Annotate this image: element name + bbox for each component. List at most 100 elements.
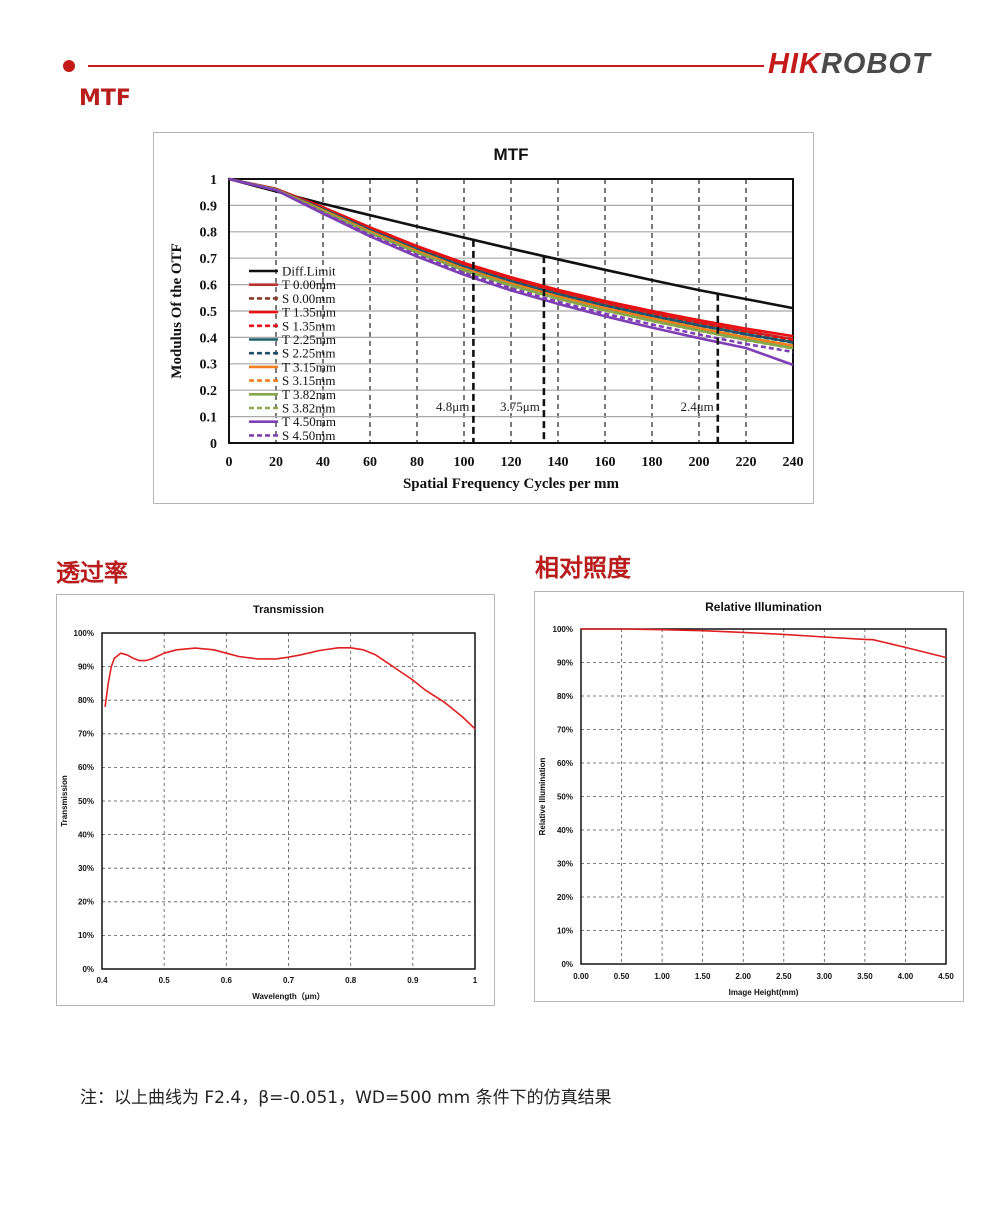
y-tick-label: 30%: [557, 859, 573, 868]
brand-logo: HIKROBOT: [768, 48, 931, 81]
y-tick-label: 20%: [557, 893, 573, 902]
x-tick-label: 160: [595, 455, 616, 470]
y-tick-label: 70%: [557, 725, 573, 734]
y-tick-label: 80%: [557, 692, 573, 701]
y-tick-label: 100%: [553, 625, 573, 634]
y-tick-label: 60%: [78, 763, 94, 772]
y-tick-label: 0.5: [200, 305, 218, 320]
legend-label: T 0.00mm: [282, 277, 336, 292]
section-title-mtf: MTF: [79, 86, 131, 111]
y-tick-label: 0.3: [200, 358, 218, 373]
x-tick-label: 180: [642, 455, 663, 470]
illumination-chart-svg: Relative Illumination 0.00 0.50 1.00 1.50 2.0…: [538, 600, 954, 997]
y-tick-label: 70%: [78, 730, 94, 739]
y-tick-label: 0%: [561, 960, 573, 969]
series-line-0: [104, 647, 476, 730]
section-title-illumination: 相对照度: [535, 554, 631, 582]
y-tick-label: 50%: [78, 797, 94, 806]
x-tick-label: 240: [783, 455, 804, 470]
x-tick-label: 4.50: [938, 972, 954, 981]
x-tick-label: 2.00: [735, 972, 751, 981]
y-tick-label: 0: [210, 437, 217, 452]
y-tick-label: 0.2: [200, 384, 218, 399]
x-tick-label: 100: [454, 455, 475, 470]
x-tick-label: 0.6: [221, 976, 233, 985]
legend-label: T 4.50mm: [282, 414, 336, 429]
x-tick-label: 1.50: [695, 972, 711, 981]
y-axis-label: Modulus Of the OTF: [169, 243, 185, 378]
legend-label: S 3.15mm: [282, 373, 335, 388]
y-tick-label: 10%: [557, 926, 573, 935]
x-tick-label: 0.00: [573, 972, 589, 981]
chart-title: Relative Illumination: [705, 600, 822, 614]
chart-title: Transmission: [253, 604, 324, 616]
y-tick-label: 90%: [557, 658, 573, 667]
x-tick-label: 1: [473, 976, 478, 985]
x-tick-label: 0.4: [96, 976, 108, 985]
y-tick-label: 0.4: [200, 331, 218, 346]
x-tick-label: 3.50: [857, 972, 873, 981]
y-tick-label: 0.1: [200, 411, 218, 426]
header-dot: [63, 60, 75, 72]
y-tick-label: 30%: [78, 864, 94, 873]
simulation-note: 注：以上曲线为 F2.4，β=-0.051，WD=500 mm 条件下的仿真结果: [80, 1088, 612, 1108]
legend-label: S 1.35mm: [282, 318, 335, 333]
y-axis-label: Relative Illumination: [538, 757, 547, 835]
y-tick-label: 50%: [557, 792, 573, 801]
x-tick-label: 0.50: [614, 972, 630, 981]
frequency-marker-label: 2.4μm: [680, 399, 713, 414]
illumination-chart: Relative Illumination 0.00 0.50 1.00 1.50 2.0…: [534, 591, 964, 1002]
logo-robot-text: ROBOT: [820, 48, 931, 80]
transmission-chart: Transmission 0.4 0.5 0.6 0.7 0.8 0.9 1 0% 10% 20% 3…: [56, 594, 495, 1006]
y-tick-label: 0.6: [200, 279, 218, 294]
x-axis-label: Wavelength（μm）: [252, 991, 325, 1001]
legend-label: T 1.35mm: [282, 305, 336, 320]
legend-label: Diff.Limit: [282, 264, 336, 279]
legend-label: T 3.15mm: [282, 359, 336, 374]
y-tick-label: 0.9: [200, 199, 218, 214]
chart-title: MTF: [494, 145, 529, 164]
series-line-0: [581, 628, 947, 659]
legend-label: T 3.82mm: [282, 387, 336, 402]
x-tick-label: 120: [501, 455, 522, 470]
plot-frame: [580, 628, 947, 965]
x-axis-label: Spatial Frequency Cycles per mm: [403, 476, 620, 492]
legend-label: S 4.50mm: [282, 428, 335, 443]
legend-label: S 3.82mm: [282, 401, 335, 416]
x-tick-label: 220: [736, 455, 757, 470]
x-tick-label: 60: [363, 455, 377, 470]
plot-frame: [228, 178, 794, 444]
y-tick-label: 1: [210, 173, 217, 188]
x-tick-label: 140: [548, 455, 569, 470]
x-tick-label: 0.8: [345, 976, 357, 985]
logo-hik-text: HIK: [768, 48, 821, 80]
x-axis-label: Image Height(mm): [729, 988, 799, 997]
section-title-transmission: 透过率: [56, 559, 128, 587]
x-tick-label: 1.00: [654, 972, 670, 981]
x-tick-label: 0.9: [407, 976, 419, 985]
y-tick-label: 20%: [78, 898, 94, 907]
x-tick-label: 4.00: [898, 972, 914, 981]
series-line-12: [228, 177, 794, 354]
legend-label: S 2.25mm: [282, 346, 335, 361]
header-rule: [88, 65, 764, 67]
x-tick-label: 0: [226, 455, 233, 470]
x-tick-label: 20: [269, 455, 283, 470]
mtf-chart: MTF 0 20 40 60 80 100 120 140 160 180 200 220 240 0 0.1…: [153, 132, 814, 504]
mtf-chart-svg: MTF 0 20 40 60 80 100 120 140 160 180 200 220 240 0 0.1…: [169, 145, 804, 492]
x-tick-label: 0.5: [159, 976, 171, 985]
series-line-0: [228, 177, 794, 310]
legend-label: T 2.25mm: [282, 332, 336, 347]
y-tick-label: 40%: [557, 826, 573, 835]
y-axis-label: Transmission: [60, 775, 69, 827]
x-tick-label: 0.7: [283, 976, 295, 985]
plot-frame: [101, 632, 476, 970]
y-tick-label: 0%: [82, 965, 94, 974]
frequency-marker-label: 4.8μm: [436, 399, 469, 414]
x-tick-label: 200: [689, 455, 710, 470]
x-tick-label: 3.00: [817, 972, 833, 981]
y-tick-label: 80%: [78, 696, 94, 705]
y-tick-label: 60%: [557, 759, 573, 768]
legend-label: S 0.00mm: [282, 291, 335, 306]
